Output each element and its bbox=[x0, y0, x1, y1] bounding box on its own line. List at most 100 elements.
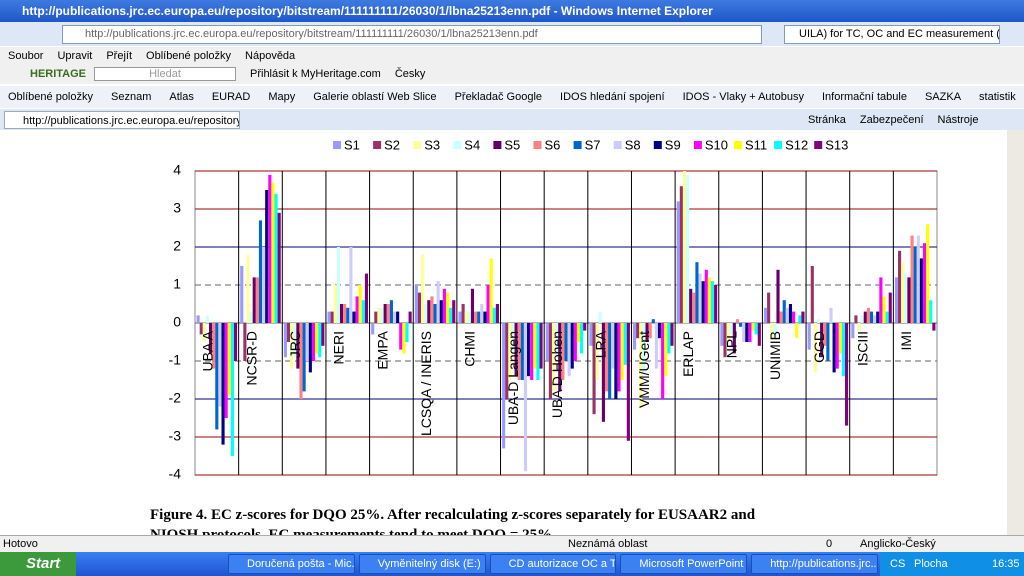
login[interactable]: Přihlásit k MyHeritage.com bbox=[250, 68, 381, 80]
bar bbox=[639, 323, 643, 407]
language[interactable]: Česky bbox=[394, 68, 426, 80]
bar bbox=[333, 285, 337, 323]
bar bbox=[243, 323, 247, 361]
favorite-link[interactable]: SAZKA bbox=[924, 91, 962, 103]
favorite-link[interactable]: Oblíbené položky bbox=[8, 91, 93, 103]
address-bar[interactable]: http://publications.jrc.ec.europa.eu/rep… bbox=[62, 25, 762, 44]
bar bbox=[661, 323, 665, 399]
legend-label: S9 bbox=[665, 137, 681, 152]
task-button[interactable]: Microsoft PowerPoint ... bbox=[620, 554, 748, 574]
bar bbox=[679, 186, 683, 323]
bar bbox=[474, 311, 478, 323]
favorite-link[interactable]: Překladač Google bbox=[454, 91, 543, 103]
bar bbox=[299, 323, 303, 399]
legend-label: S5 bbox=[504, 137, 520, 152]
favorite-link[interactable]: Galerie oblastí Web Slice bbox=[313, 91, 437, 103]
favorite-link[interactable]: IDOS - Vlaky + Autobusy bbox=[682, 91, 804, 103]
bar bbox=[343, 304, 347, 323]
bar bbox=[845, 323, 849, 426]
legend-label: S12 bbox=[785, 137, 808, 152]
bar bbox=[427, 300, 431, 323]
legend-label: S4 bbox=[464, 137, 480, 152]
legend-label: S6 bbox=[545, 137, 561, 152]
bar bbox=[863, 311, 867, 323]
bar bbox=[421, 254, 425, 323]
bar bbox=[832, 323, 836, 373]
favorite-link[interactable]: EURAD bbox=[211, 91, 251, 103]
bar bbox=[704, 269, 708, 323]
bar bbox=[654, 323, 658, 369]
favorite-link[interactable]: Seznam bbox=[111, 91, 152, 103]
bar bbox=[399, 323, 403, 350]
task-button[interactable]: CD autorizace OC a TC bbox=[489, 554, 617, 574]
bar bbox=[617, 323, 621, 392]
menu-item[interactable]: Přejít bbox=[106, 49, 133, 62]
x-tick-label: NCSR-D bbox=[243, 331, 259, 385]
legend-label: S10 bbox=[705, 137, 728, 152]
bar bbox=[212, 323, 216, 369]
favorite-link[interactable]: statistik bbox=[979, 91, 1016, 103]
bar bbox=[651, 319, 655, 323]
bar bbox=[623, 323, 627, 365]
search-box[interactable]: UILA) for TC, OC and EC measurement (201… bbox=[784, 25, 1000, 44]
bar bbox=[417, 292, 422, 323]
task-button[interactable]: Doručená pošta - Mic... bbox=[228, 554, 355, 574]
bar bbox=[807, 323, 811, 350]
desktop[interactable]: Plocha bbox=[914, 558, 948, 570]
bar bbox=[851, 323, 855, 339]
bar bbox=[436, 281, 440, 323]
legend-label: S11 bbox=[745, 137, 767, 152]
menu-item[interactable]: Soubor bbox=[8, 49, 44, 62]
favorite-link[interactable]: Atlas bbox=[169, 91, 194, 103]
bar bbox=[795, 323, 799, 339]
zone: Neznámá oblast bbox=[568, 538, 648, 550]
bar bbox=[321, 323, 325, 346]
chart: -4 -3 -2 -1 0 1 2 3 4 UBA A NCSR-D JRC NERI EMPA LCSQA… bbox=[169, 137, 938, 482]
x-tick-label: JRC bbox=[287, 331, 303, 358]
bar bbox=[452, 300, 456, 323]
bar bbox=[286, 323, 291, 342]
brand[interactable]: HERITAGE bbox=[30, 68, 87, 80]
taskbar: Start Doručená pošta - Mic... Vyměnitelný… bbox=[0, 552, 1024, 576]
bar bbox=[707, 277, 711, 323]
bar bbox=[798, 315, 802, 323]
bar bbox=[626, 323, 630, 441]
bar bbox=[283, 323, 287, 358]
command[interactable]: Nástroje bbox=[937, 114, 979, 126]
task-button[interactable]: http://publications.jrc.... bbox=[751, 554, 878, 574]
command[interactable]: Stránka bbox=[808, 114, 846, 126]
bar bbox=[255, 277, 259, 323]
favorite-link[interactable]: Mapy bbox=[268, 91, 296, 103]
bar bbox=[776, 269, 780, 323]
menu-item[interactable]: Nápověda bbox=[245, 49, 296, 62]
bar bbox=[330, 311, 334, 323]
command[interactable]: Zabezpečení bbox=[859, 114, 924, 126]
start-button[interactable]: Start bbox=[0, 552, 76, 576]
bar bbox=[919, 258, 923, 323]
menu-item[interactable]: Upravit bbox=[57, 49, 93, 62]
bar bbox=[916, 235, 920, 323]
search-text: UILA) for TC, OC and EC measurement (201… bbox=[799, 28, 1000, 40]
bar bbox=[785, 307, 789, 323]
favorite-link[interactable]: Informační tabule bbox=[821, 91, 907, 103]
bar bbox=[271, 182, 275, 323]
task-button[interactable]: Vyměnitelný disk (E:) bbox=[358, 554, 486, 574]
x-tick-label: IMI bbox=[898, 331, 914, 350]
status-bar: Hotovo Neznámá oblast 0 Anglicko-Český bbox=[0, 535, 1024, 553]
bar bbox=[773, 323, 777, 339]
bar bbox=[405, 323, 409, 342]
favorite-link[interactable]: IDOS hledání spojení bbox=[560, 91, 665, 103]
nav-bar: http://publications.jrc.ec.europa.eu/rep… bbox=[0, 22, 1024, 46]
bar bbox=[604, 323, 609, 392]
x-tick-label: LRA bbox=[593, 330, 609, 358]
bar bbox=[402, 323, 406, 354]
scrollbar[interactable] bbox=[1007, 130, 1024, 535]
y-tick-label: 2 bbox=[173, 238, 181, 254]
tab[interactable]: http://publications.jrc.ec.europa.eu/rep… bbox=[4, 111, 240, 129]
bar bbox=[835, 323, 839, 369]
menu-item[interactable]: Oblíbené položky bbox=[146, 49, 232, 62]
bar bbox=[570, 323, 574, 369]
bar bbox=[336, 247, 340, 323]
search-field[interactable]: Hledat bbox=[94, 67, 236, 81]
